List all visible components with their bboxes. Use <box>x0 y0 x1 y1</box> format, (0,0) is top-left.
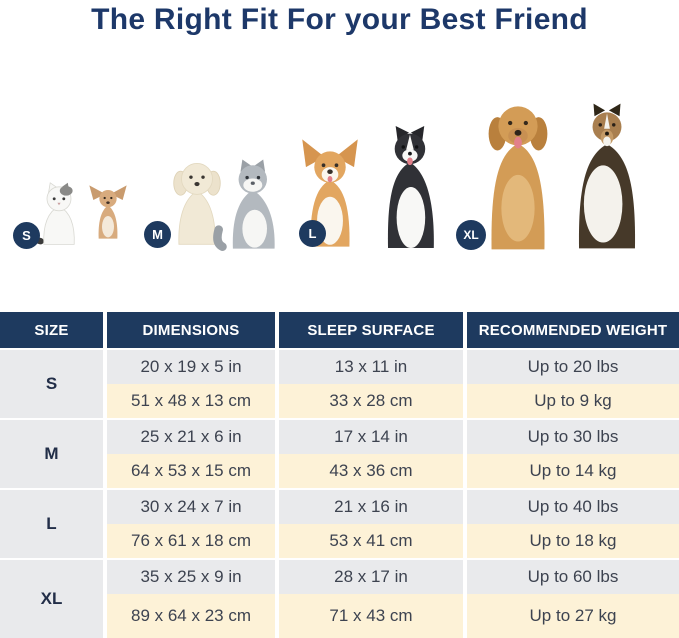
table-row-xl-inches: 35 x 25 x 9 in 28 x 17 in Up to 60 lbs <box>107 560 679 594</box>
gray-white-cat-image <box>213 159 275 251</box>
size-cell-xl: XL <box>0 560 103 638</box>
column-header-dimensions: DIMENSIONS <box>107 312 275 348</box>
size-badge-l-label: L <box>308 226 317 241</box>
cell-sleep-s-cm: 33 x 28 cm <box>279 384 463 418</box>
table-group-s: S 20 x 19 x 5 in 13 x 11 in Up to 20 lbs… <box>0 350 679 418</box>
size-badge-m: M <box>144 221 171 248</box>
cell-dimensions-s-cm: 51 x 48 x 13 cm <box>107 384 275 418</box>
column-header-recommended-weight: RECOMMENDED WEIGHT <box>467 312 679 348</box>
size-cell-m: M <box>0 420 103 488</box>
size-cell-s: S <box>0 350 103 418</box>
size-badge-l: L <box>299 220 326 247</box>
table-row-s-metric: 51 x 48 x 13 cm 33 x 28 cm Up to 9 kg <box>107 384 679 418</box>
pets-illustration: S M <box>0 0 679 253</box>
cell-dimensions-xl-in: 35 x 25 x 9 in <box>107 560 275 594</box>
size-badge-xl-label: XL <box>463 228 479 242</box>
table-row-s-inches: 20 x 19 x 5 in 13 x 11 in Up to 20 lbs <box>107 350 679 384</box>
table-header-row: SIZE DIMENSIONS SLEEP SURFACE RECOMMENDE… <box>0 312 679 348</box>
border-collie-image <box>387 125 434 249</box>
golden-retriever-image <box>488 106 548 250</box>
cell-weight-m-kg: Up to 14 kg <box>467 454 679 488</box>
cell-sleep-m-cm: 43 x 36 cm <box>279 454 463 488</box>
white-cat-image <box>31 182 75 245</box>
column-header-size: SIZE <box>0 312 103 348</box>
cell-dimensions-l-in: 30 x 24 x 7 in <box>107 490 275 524</box>
cell-dimensions-l-cm: 76 x 61 x 18 cm <box>107 524 275 558</box>
cell-sleep-xl-in: 28 x 17 in <box>279 560 463 594</box>
cell-weight-l-lbs: Up to 40 lbs <box>467 490 679 524</box>
cell-dimensions-m-cm: 64 x 53 x 15 cm <box>107 454 275 488</box>
cell-sleep-m-in: 17 x 14 in <box>279 420 463 454</box>
cell-sleep-l-cm: 53 x 41 cm <box>279 524 463 558</box>
size-badge-s: S <box>13 222 40 249</box>
table-row-m-metric: 64 x 53 x 15 cm 43 x 36 cm Up to 14 kg <box>107 454 679 488</box>
table-group-m: M 25 x 21 x 6 in 17 x 14 in Up to 30 lbs… <box>0 420 679 488</box>
column-header-sleep-surface: SLEEP SURFACE <box>279 312 463 348</box>
table-row-m-inches: 25 x 21 x 6 in 17 x 14 in Up to 30 lbs <box>107 420 679 454</box>
cell-sleep-l-in: 21 x 16 in <box>279 490 463 524</box>
table-group-l: L 30 x 24 x 7 in 21 x 16 in Up to 40 lbs… <box>0 490 679 558</box>
chihuahua-image <box>89 185 127 239</box>
size-table: SIZE DIMENSIONS SLEEP SURFACE RECOMMENDE… <box>0 312 679 638</box>
cell-dimensions-m-in: 25 x 21 x 6 in <box>107 420 275 454</box>
cell-sleep-xl-cm: 71 x 43 cm <box>279 594 463 638</box>
table-row-l-inches: 30 x 24 x 7 in 21 x 16 in Up to 40 lbs <box>107 490 679 524</box>
table-row-xl-metric: 89 x 64 x 23 cm 71 x 43 cm Up to 27 kg <box>107 594 679 638</box>
cell-dimensions-xl-cm: 89 x 64 x 23 cm <box>107 594 275 638</box>
cell-weight-s-kg: Up to 9 kg <box>467 384 679 418</box>
cell-dimensions-s-in: 20 x 19 x 5 in <box>107 350 275 384</box>
table-group-xl: XL 35 x 25 x 9 in 28 x 17 in Up to 60 lb… <box>0 560 679 638</box>
size-badge-m-label: M <box>152 227 163 242</box>
cell-weight-s-lbs: Up to 20 lbs <box>467 350 679 384</box>
cell-weight-m-lbs: Up to 30 lbs <box>467 420 679 454</box>
rough-collie-image <box>578 103 636 249</box>
size-cell-l: L <box>0 490 103 558</box>
cell-weight-xl-kg: Up to 27 kg <box>467 594 679 638</box>
size-badge-s-label: S <box>22 228 31 243</box>
table-row-l-metric: 76 x 61 x 18 cm 53 x 41 cm Up to 18 kg <box>107 524 679 558</box>
size-badge-xl: XL <box>456 220 486 250</box>
cell-sleep-s-in: 13 x 11 in <box>279 350 463 384</box>
maltese-dog-image <box>173 162 221 245</box>
cell-weight-l-kg: Up to 18 kg <box>467 524 679 558</box>
page-title: The Right Fit For your Best Friend <box>91 3 588 36</box>
cell-weight-xl-lbs: Up to 60 lbs <box>467 560 679 594</box>
